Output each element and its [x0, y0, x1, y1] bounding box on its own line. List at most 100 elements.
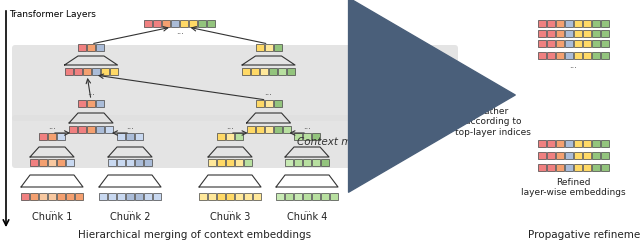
Bar — [135, 159, 143, 166]
Bar — [592, 40, 600, 47]
Bar — [565, 20, 573, 27]
Bar — [556, 20, 564, 27]
Bar — [547, 30, 555, 37]
Bar — [74, 68, 81, 75]
Bar — [556, 40, 564, 47]
Bar — [135, 193, 143, 200]
Bar — [547, 20, 555, 27]
Bar — [303, 193, 311, 200]
Bar — [78, 100, 86, 107]
Bar — [556, 30, 564, 37]
Bar — [583, 152, 591, 159]
Text: Context merging: Context merging — [297, 137, 385, 146]
Bar — [285, 159, 293, 166]
Bar — [592, 20, 600, 27]
Bar — [153, 20, 161, 27]
Bar — [246, 126, 255, 133]
Bar — [538, 152, 546, 159]
Bar — [87, 44, 95, 51]
Bar — [66, 159, 74, 166]
Bar — [565, 40, 573, 47]
Bar — [264, 44, 273, 51]
Bar — [601, 164, 609, 171]
Bar — [538, 40, 546, 47]
Bar — [39, 133, 47, 140]
Bar — [547, 52, 555, 59]
Bar — [312, 159, 320, 166]
Bar — [601, 140, 609, 147]
Bar — [547, 140, 555, 147]
Bar — [244, 159, 252, 166]
Bar — [538, 20, 546, 27]
Bar — [583, 140, 591, 147]
Text: Gather
according to
top-layer indices: Gather according to top-layer indices — [455, 107, 531, 137]
Bar — [538, 30, 546, 37]
Bar — [108, 159, 116, 166]
Bar — [96, 44, 104, 51]
Bar — [312, 193, 320, 200]
Bar — [601, 152, 609, 159]
Bar — [235, 193, 243, 200]
Bar — [294, 133, 302, 140]
Bar — [574, 140, 582, 147]
Text: ...: ... — [226, 122, 234, 130]
Bar — [574, 30, 582, 37]
Bar — [135, 133, 143, 140]
Bar — [126, 159, 134, 166]
Bar — [226, 159, 234, 166]
Text: Chunk 1: Chunk 1 — [32, 212, 72, 222]
Bar — [574, 52, 582, 59]
Bar — [163, 20, 170, 27]
Bar — [565, 30, 573, 37]
Bar — [172, 20, 179, 27]
Bar — [144, 159, 152, 166]
Bar — [583, 20, 591, 27]
Bar — [199, 193, 207, 200]
Bar — [287, 68, 295, 75]
Bar — [601, 20, 609, 27]
Bar — [276, 193, 284, 200]
Bar — [78, 126, 86, 133]
Bar — [592, 152, 600, 159]
Bar — [48, 193, 56, 200]
Text: ...: ... — [87, 87, 95, 97]
Bar — [92, 68, 99, 75]
Bar — [99, 193, 107, 200]
Bar — [96, 100, 104, 107]
Bar — [547, 164, 555, 171]
Bar — [208, 193, 216, 200]
Bar — [273, 100, 282, 107]
Text: Transformer Layers: Transformer Layers — [9, 10, 96, 19]
Bar — [255, 100, 264, 107]
Bar — [96, 126, 104, 133]
Bar — [66, 193, 74, 200]
Text: ...: ... — [48, 205, 56, 213]
Text: ...: ... — [48, 122, 56, 130]
Bar — [83, 68, 90, 75]
Bar — [282, 126, 291, 133]
Bar — [583, 30, 591, 37]
Bar — [321, 193, 329, 200]
Text: Context merging: Context merging — [367, 78, 455, 88]
Bar — [87, 100, 95, 107]
Bar — [30, 193, 38, 200]
Bar — [565, 52, 573, 59]
Bar — [57, 159, 65, 166]
Text: Refined
layer-wise embeddings: Refined layer-wise embeddings — [521, 178, 626, 197]
Bar — [303, 133, 311, 140]
Text: ...: ... — [176, 27, 184, 37]
Bar — [100, 68, 109, 75]
Bar — [269, 68, 277, 75]
Bar — [108, 193, 116, 200]
Bar — [574, 20, 582, 27]
Bar — [117, 193, 125, 200]
Text: ...: ... — [126, 122, 134, 130]
Bar — [574, 152, 582, 159]
Bar — [78, 44, 86, 51]
Bar — [592, 140, 600, 147]
Bar — [565, 140, 573, 147]
Bar — [57, 193, 65, 200]
Bar — [57, 133, 65, 140]
Bar — [144, 20, 152, 27]
Bar — [565, 164, 573, 171]
